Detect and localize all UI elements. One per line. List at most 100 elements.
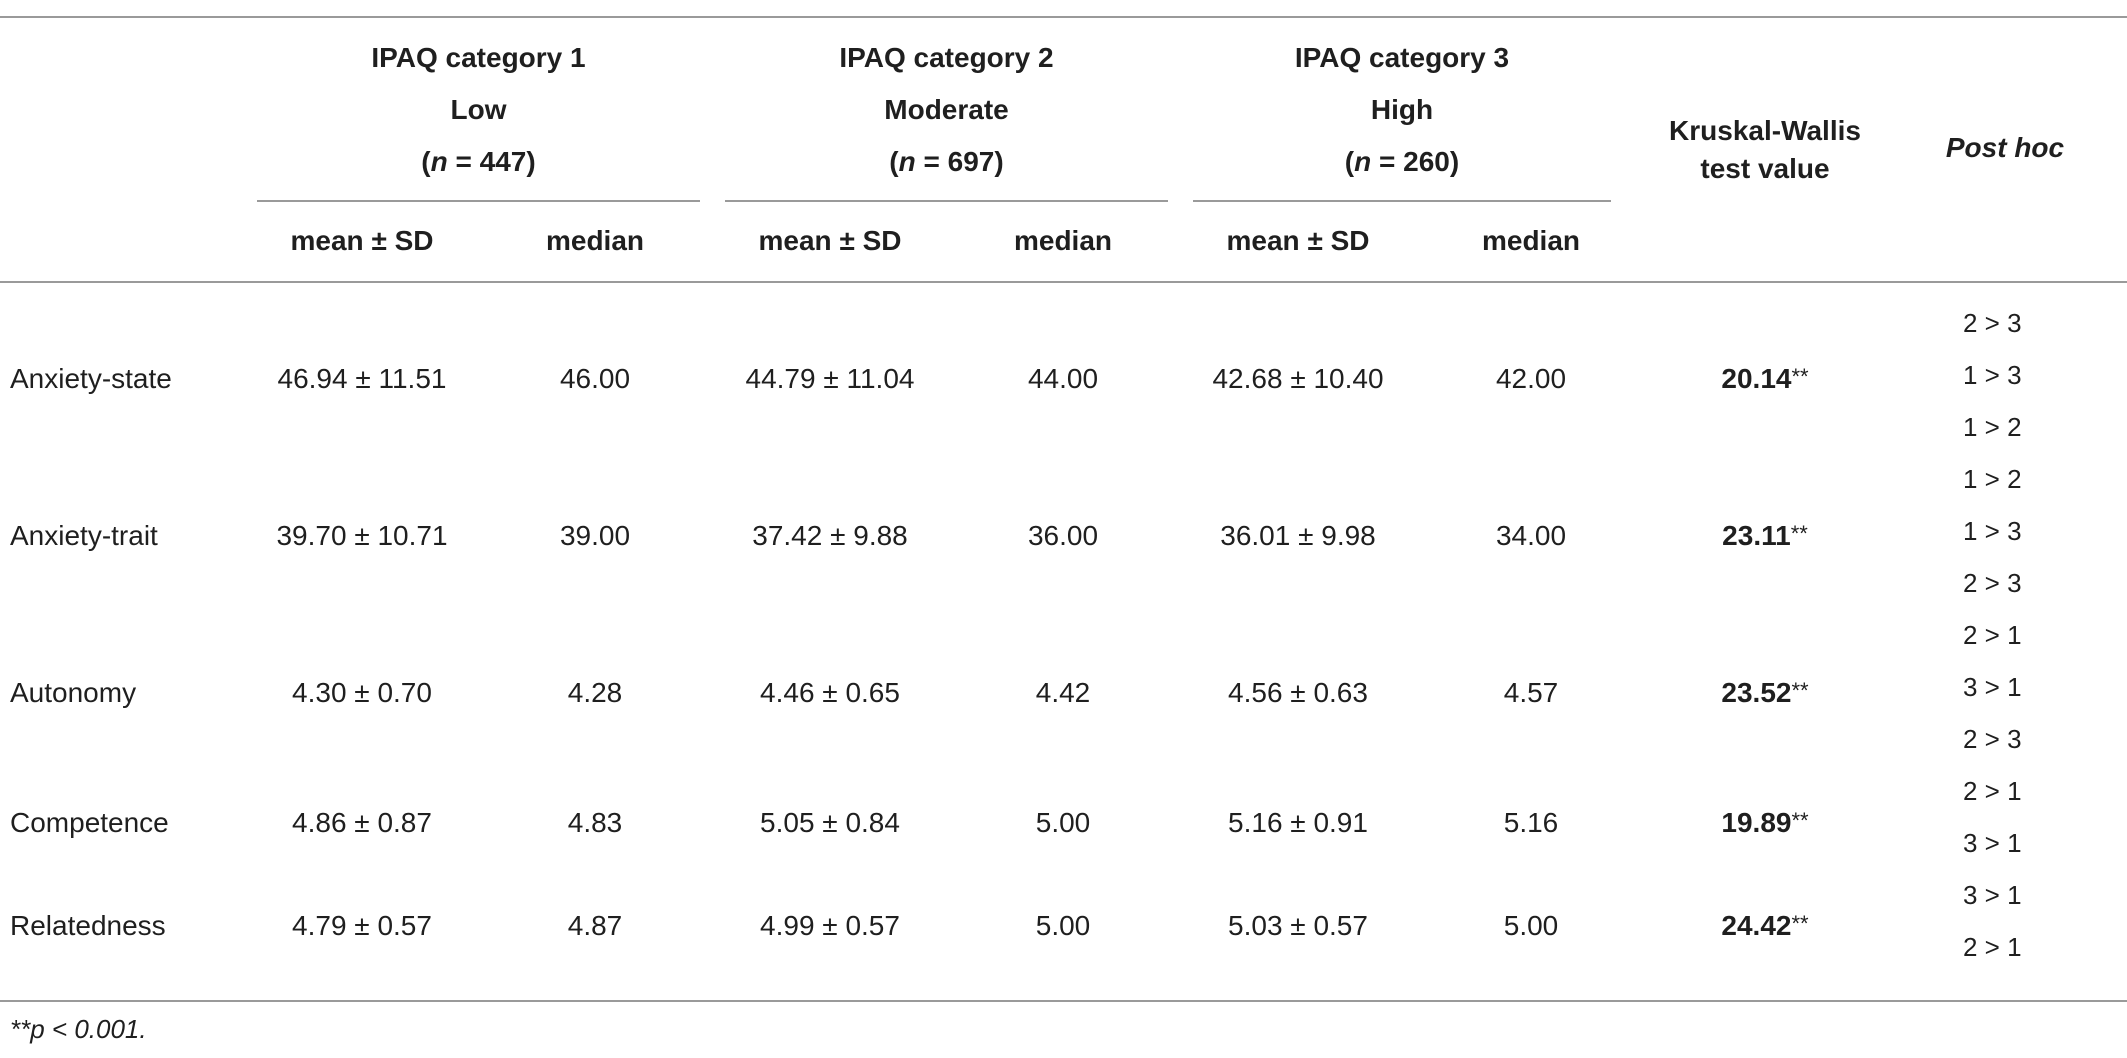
kruskal-value: 23.52** <box>1650 677 1880 709</box>
row-label: Competence <box>10 807 169 838</box>
posthoc-header: Post hoc <box>1945 132 2065 163</box>
row-label: Anxiety-state <box>10 363 172 394</box>
table-footnote: **p < 0.001. <box>10 1014 147 1044</box>
significance-stars: ** <box>1791 364 1809 389</box>
table-cell: 46.94 ± 11.51 <box>277 363 447 394</box>
group-header-1: IPAQ category 1 Low (n = 447) <box>257 32 700 188</box>
n-symbol: n <box>1354 146 1372 177</box>
n-value: = 697) <box>915 146 1004 177</box>
table-cell: 46.00 <box>559 363 631 394</box>
significance-stars: ** <box>1790 521 1808 546</box>
kruskal-number: 20.14 <box>1721 363 1792 394</box>
n-symbol: n <box>430 146 448 177</box>
group-n: (n = 260) <box>1193 136 1611 188</box>
group-level: Moderate <box>884 94 1009 125</box>
group-title: IPAQ category 2 <box>839 42 1054 73</box>
posthoc-item: 2 > 3 <box>1963 308 2022 338</box>
group3-underline <box>1193 200 1611 202</box>
kruskal-value: 24.42** <box>1650 910 1880 942</box>
posthoc-item: 2 > 1 <box>1963 620 2022 650</box>
row-label: Relatedness <box>10 910 166 941</box>
n-value: = 447) <box>447 146 536 177</box>
table-cell: 5.16 <box>1503 807 1559 838</box>
group-n: (n = 447) <box>257 136 700 188</box>
group-level: High <box>1370 94 1434 125</box>
table-cell: 4.99 ± 0.57 <box>760 910 900 941</box>
table-cell: 5.00 <box>1035 910 1091 941</box>
significance-stars: ** <box>1791 808 1809 833</box>
row-label: Autonomy <box>10 677 137 708</box>
n-prefix: ( <box>421 146 431 177</box>
table-cell: 5.05 ± 0.84 <box>760 807 900 838</box>
table-cell: 4.86 ± 0.87 <box>292 807 432 838</box>
kruskal-header-line2: test value <box>1700 153 1830 184</box>
table-cell: 4.28 <box>567 677 623 708</box>
subheader-median-1: median <box>545 225 645 256</box>
significance-stars: ** <box>1791 678 1809 703</box>
table-cell: 4.83 <box>567 807 623 838</box>
table-cell: 4.87 <box>567 910 623 941</box>
table-cell: 34.00 <box>1495 520 1567 551</box>
table-cell: 36.00 <box>1027 520 1099 551</box>
table-top-rule <box>0 16 2127 18</box>
posthoc-item: 2 > 3 <box>1963 724 2022 754</box>
kruskal-value: 20.14** <box>1650 363 1880 395</box>
kruskal-header: Kruskal-Wallis test value <box>1650 112 1880 188</box>
posthoc-item: 2 > 3 <box>1963 568 2022 598</box>
kruskal-number: 23.52 <box>1721 677 1792 708</box>
table-cell: 39.00 <box>559 520 631 551</box>
row-label: Anxiety-trait <box>10 520 158 551</box>
table-cell: 44.79 ± 11.04 <box>745 363 915 394</box>
table-cell: 4.57 <box>1503 677 1559 708</box>
posthoc-item: 2 > 1 <box>1963 776 2022 806</box>
posthoc-item: 1 > 2 <box>1963 464 2022 494</box>
table-cell: 44.00 <box>1027 363 1099 394</box>
kruskal-value: 23.11** <box>1650 520 1880 552</box>
n-prefix: ( <box>1344 146 1355 177</box>
table-cell: 39.70 ± 10.71 <box>276 520 448 551</box>
table-cell: 5.03 ± 0.57 <box>1228 910 1368 941</box>
group2-underline <box>725 200 1168 202</box>
subheader-median-3: median <box>1481 225 1581 256</box>
table-cell: 5.00 <box>1503 910 1559 941</box>
n-symbol: n <box>898 146 916 177</box>
kruskal-header-line1: Kruskal-Wallis <box>1669 115 1861 146</box>
group-header-3: IPAQ category 3 High (n = 260) <box>1193 32 1611 188</box>
table-cell: 36.01 ± 9.98 <box>1220 520 1376 551</box>
table-cell: 5.00 <box>1035 807 1091 838</box>
posthoc-item: 3 > 1 <box>1963 880 2022 910</box>
table-cell: 37.42 ± 9.88 <box>752 520 908 551</box>
table-cell: 42.00 <box>1495 363 1567 394</box>
table-cell: 4.56 ± 0.63 <box>1228 677 1368 708</box>
header-bottom-rule <box>0 281 2127 283</box>
n-prefix: ( <box>889 146 899 177</box>
table-cell: 4.46 ± 0.65 <box>760 677 900 708</box>
subheader-mean-sd-1: mean ± SD <box>290 225 434 256</box>
posthoc-item: 3 > 1 <box>1963 828 2022 858</box>
posthoc-item: 2 > 1 <box>1963 932 2022 962</box>
group-n: (n = 697) <box>725 136 1168 188</box>
posthoc-item: 3 > 1 <box>1963 672 2022 702</box>
group1-underline <box>257 200 700 202</box>
group-title: IPAQ category 1 <box>371 42 586 73</box>
table-cell: 42.68 ± 10.40 <box>1212 363 1384 394</box>
group-level: Low <box>450 94 507 125</box>
subheader-median-2: median <box>1013 225 1113 256</box>
posthoc-item: 1 > 3 <box>1963 360 2022 390</box>
group-header-2: IPAQ category 2 Moderate (n = 697) <box>725 32 1168 188</box>
posthoc-item: 1 > 2 <box>1963 412 2022 442</box>
posthoc-item: 1 > 3 <box>1963 516 2022 546</box>
kruskal-number: 24.42 <box>1721 910 1792 941</box>
table-cell: 4.42 <box>1035 677 1091 708</box>
kruskal-number: 19.89 <box>1721 807 1792 838</box>
group-title: IPAQ category 3 <box>1294 42 1510 73</box>
subheader-mean-sd-3: mean ± SD <box>1226 225 1370 256</box>
subheader-mean-sd-2: mean ± SD <box>758 225 902 256</box>
table-cell: 4.30 ± 0.70 <box>292 677 432 708</box>
table-cell: 4.79 ± 0.57 <box>292 910 432 941</box>
kruskal-value: 19.89** <box>1650 807 1880 839</box>
n-value: = 260) <box>1371 146 1460 177</box>
significance-stars: ** <box>1791 911 1809 936</box>
table-bottom-rule <box>0 1000 2127 1002</box>
kruskal-number: 23.11 <box>1722 520 1791 551</box>
